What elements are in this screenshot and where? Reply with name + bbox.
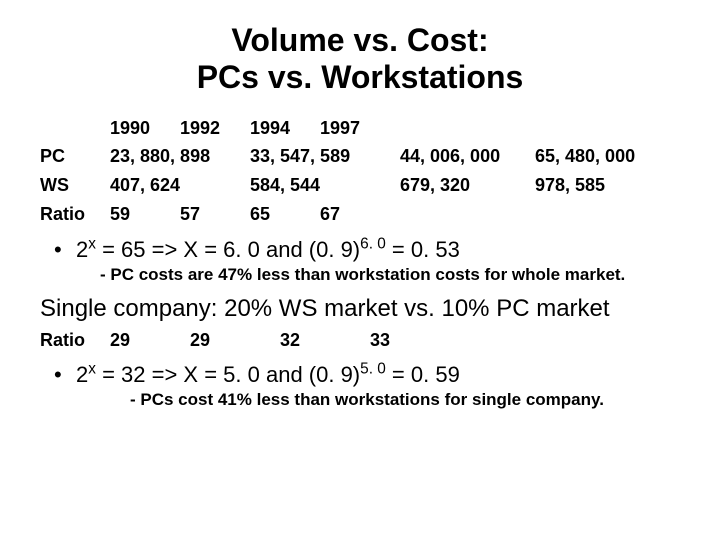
bullet1-mid: = 65 => X = 6. 0 and (0. 9) [96, 237, 360, 262]
pc-1994: 33, 547, 589 [250, 142, 400, 171]
table-row: Ratio 29 29 32 33 [40, 327, 680, 354]
main-table: 1990 1992 1994 1997 PC 23, 880, 898 33, … [40, 114, 680, 229]
ratio-1997: 67 [320, 200, 400, 229]
pc-1990: 23, 880, 898 [110, 142, 250, 171]
bullet1-sup: x [88, 235, 96, 252]
pc-val-3: 44, 006, 000 [400, 142, 535, 171]
ws-val-4: 978, 585 [535, 171, 645, 200]
table-row-ratio: Ratio 59 57 65 67 [40, 200, 680, 229]
row-label-ws: WS [40, 171, 110, 200]
row-label-pc: PC [40, 142, 110, 171]
cell-blank [400, 114, 535, 143]
ratio-1990: 59 [110, 200, 180, 229]
year-1992: 1992 [180, 114, 250, 143]
year-1990: 1990 [110, 114, 180, 143]
ws-1994: 584, 544 [250, 171, 400, 200]
ratio2-v3: 32 [280, 327, 370, 354]
table-row-ws: WS 407, 624 584, 544 679, 320 978, 585 [40, 171, 680, 200]
bullet2-post: = 0. 59 [386, 362, 460, 387]
ws-1990: 407, 624 [110, 171, 250, 200]
ratio2-v2: 29 [190, 327, 280, 354]
table-row-pc: PC 23, 880, 898 33, 547, 589 44, 006, 00… [40, 142, 680, 171]
ratio-1992: 57 [180, 200, 250, 229]
title-line-1: Volume vs. Cost: [40, 22, 680, 59]
bullet-dot-icon: • [54, 237, 76, 263]
cell-blank [40, 114, 110, 143]
ratio2-label: Ratio [40, 327, 110, 354]
title-line-2: PCs vs. Workstations [40, 59, 680, 96]
ratio2-v1: 29 [110, 327, 190, 354]
ratio2-v4: 33 [370, 327, 430, 354]
bullet-dot-icon: • [54, 362, 76, 388]
row-label-ratio: Ratio [40, 200, 110, 229]
bullet1-pre: 2 [76, 237, 88, 262]
ratio-table-2: Ratio 29 29 32 33 [40, 327, 680, 354]
ws-val-3: 679, 320 [400, 171, 535, 200]
bullet2-sup2: 5. 0 [360, 360, 386, 377]
cell-blank [535, 114, 645, 143]
bullet1-post: = 0. 53 [386, 237, 460, 262]
year-1997: 1997 [320, 114, 400, 143]
table-header-row: 1990 1992 1994 1997 [40, 114, 680, 143]
slide: Volume vs. Cost: PCs vs. Workstations 19… [0, 0, 720, 540]
pc-val-4: 65, 480, 000 [535, 142, 645, 171]
bullet-1: •2x = 65 => X = 6. 0 and (0. 9)6. 0 = 0.… [54, 237, 680, 263]
bullet-2: •2x = 32 => X = 5. 0 and (0. 9)5. 0 = 0.… [54, 362, 680, 388]
year-1994: 1994 [250, 114, 320, 143]
subtext-2: - PCs cost 41% less than workstations fo… [130, 390, 680, 410]
bullet1-sup2: 6. 0 [360, 235, 386, 252]
bullet2-mid: = 32 => X = 5. 0 and (0. 9) [96, 362, 360, 387]
bullet2-pre: 2 [76, 362, 88, 387]
heading-single-company: Single company: 20% WS market vs. 10% PC… [40, 295, 680, 323]
subtext-1: - PC costs are 47% less than workstation… [100, 265, 680, 285]
bullet2-sup: x [88, 360, 96, 377]
slide-title: Volume vs. Cost: PCs vs. Workstations [40, 22, 680, 96]
ratio-1994: 65 [250, 200, 320, 229]
